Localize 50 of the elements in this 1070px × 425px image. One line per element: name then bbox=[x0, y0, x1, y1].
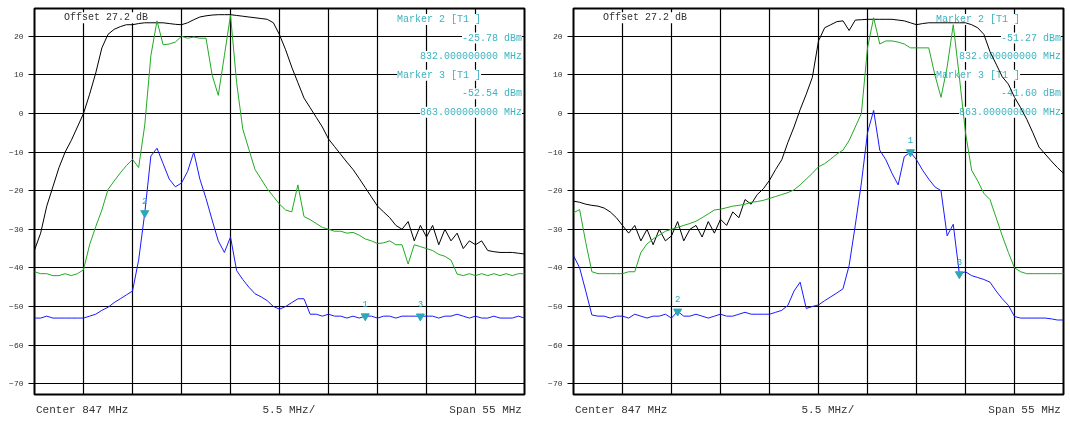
y-tick-label: −20 bbox=[9, 186, 24, 196]
y-tick-label: 10 bbox=[13, 70, 24, 80]
y-tick-label: −20 bbox=[548, 186, 563, 196]
annotation: Marker 2 [T1 ] bbox=[936, 14, 1021, 26]
y-tick-label: −10 bbox=[9, 147, 24, 157]
annotation: Offset 27.2 dB bbox=[602, 12, 687, 24]
text: Span 55 MHz bbox=[988, 403, 1061, 418]
y-tick-label: 10 bbox=[552, 70, 563, 80]
y-tick-label: −40 bbox=[9, 263, 24, 273]
text: Span 55 MHz bbox=[449, 403, 522, 418]
point bbox=[905, 149, 915, 158]
point bbox=[415, 313, 425, 322]
series-label: 1 bbox=[907, 136, 914, 147]
text: Center 847 MHz bbox=[36, 403, 129, 418]
annotation: Marker 3 [T1 ] bbox=[397, 69, 482, 81]
series-label: 2 bbox=[142, 197, 148, 207]
y-tick-label: 0 bbox=[557, 108, 563, 118]
text: 5.5 MHz/ bbox=[801, 403, 855, 418]
annotation: 863.000000000 MHz bbox=[420, 106, 523, 118]
y-tick-label: −70 bbox=[9, 379, 24, 389]
point bbox=[954, 271, 964, 280]
annotation: Offset 27.2 dB bbox=[63, 12, 148, 24]
annotation: -25.78 dBm bbox=[462, 32, 523, 44]
y-tick-label: −10 bbox=[548, 147, 563, 157]
y-tick-label: 20 bbox=[552, 31, 563, 41]
y-tick-label: −60 bbox=[9, 340, 24, 350]
annotation: 832.000000000 MHz bbox=[420, 51, 523, 63]
line-series bbox=[34, 147, 525, 319]
point bbox=[673, 308, 683, 317]
y-tick-label: −50 bbox=[548, 301, 563, 311]
point bbox=[140, 210, 150, 219]
text: 5.5 MHz/ bbox=[262, 403, 316, 418]
annotation: -51.27 dBm bbox=[1001, 32, 1062, 44]
y-tick-label: −60 bbox=[548, 340, 563, 350]
y-tick-label: 0 bbox=[18, 108, 24, 118]
y-tick-label: −50 bbox=[9, 301, 24, 311]
annotation: Marker 2 [T1 ] bbox=[397, 14, 482, 26]
y-tick-label: 20 bbox=[13, 31, 24, 41]
text: Center 847 MHz bbox=[575, 403, 668, 418]
series-label: 2 bbox=[674, 295, 681, 306]
line-series bbox=[573, 109, 1064, 321]
annotation: -52.54 dBm bbox=[462, 88, 523, 100]
series-label: 1 bbox=[362, 300, 368, 311]
y-tick-label: −30 bbox=[548, 224, 563, 234]
y-tick-label: −40 bbox=[548, 263, 563, 273]
y-tick-label: −30 bbox=[9, 224, 24, 234]
series-label: 3 bbox=[956, 258, 963, 269]
point bbox=[360, 313, 370, 322]
y-tick-label: −70 bbox=[548, 379, 563, 389]
series-label: 3 bbox=[417, 300, 424, 311]
